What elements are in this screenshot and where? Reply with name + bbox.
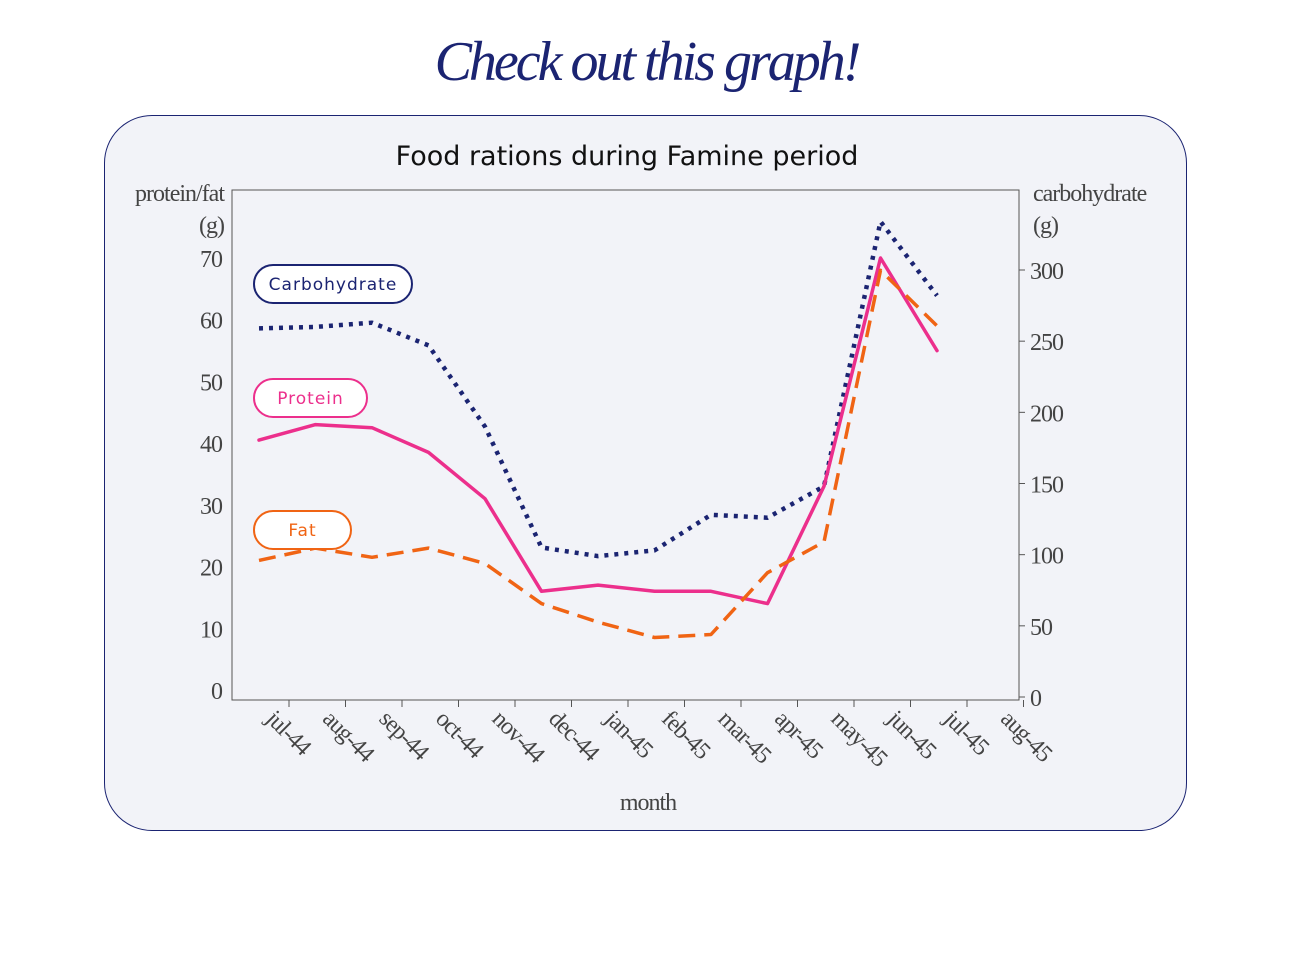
- y-left-tick-label: 40: [200, 432, 223, 458]
- x-tick-label: feb-45: [656, 706, 715, 765]
- x-tick-label: nov-44: [487, 706, 550, 769]
- axis-label-line: carbohydrate: [1033, 181, 1147, 207]
- x-tick-label: mar-45: [713, 706, 777, 770]
- x-tick-label: sep-44: [374, 706, 434, 766]
- headline: Check out this graph!: [434, 31, 862, 93]
- y-right-tick-label: 250: [1030, 330, 1064, 356]
- axis-label-line: (g): [199, 213, 224, 239]
- series-line-carbohydrate: [258, 219, 939, 559]
- y-right-tick-label: 300: [1030, 259, 1064, 285]
- y-left-tick-label: 30: [200, 494, 223, 520]
- x-tick-label: apr-45: [769, 706, 828, 765]
- y-right-tick-label: 50: [1030, 615, 1053, 641]
- chart-card: [104, 115, 1187, 831]
- x-tick-label: oct-44: [430, 706, 488, 764]
- y-axis-left-label: protein/fat (g): [135, 181, 225, 239]
- y-left-tick-label: 0: [211, 679, 223, 705]
- y-left-tick-label: 10: [200, 617, 223, 643]
- axis-label-line: (g): [1033, 213, 1058, 239]
- legend-label-carbohydrate: Carbohydrate: [269, 275, 398, 295]
- axis-label-line: protein/fat: [135, 181, 225, 207]
- y-left-tick-label: 70: [200, 247, 223, 273]
- x-tick-label: jul-44: [260, 705, 316, 761]
- legend-pill-protein: [253, 378, 368, 418]
- y-left-tick-label: 20: [200, 556, 223, 582]
- legend-pill-fat: [253, 510, 352, 550]
- series-line-protein: [257, 256, 939, 606]
- legend-label-protein: Protein: [277, 389, 344, 409]
- x-tick-label: may-45: [826, 706, 893, 773]
- y-right-tick-label: 0: [1030, 686, 1042, 712]
- x-tick-label: jan-45: [599, 705, 658, 764]
- chart-title: Food rations during Famine period: [396, 141, 859, 172]
- x-axis-label: month: [620, 790, 677, 816]
- series-line-fat: [258, 268, 939, 640]
- plot-frame: [231, 189, 1020, 701]
- x-tick-label: jul-45: [938, 705, 994, 761]
- x-tick-label: dec-44: [543, 706, 604, 767]
- y-left-tick-label: 60: [200, 309, 223, 335]
- y-axis-right-label: carbohydrate (g): [1033, 181, 1147, 239]
- legend-pill-carbohydrate: [253, 264, 413, 304]
- legend-label-fat: Fat: [288, 521, 316, 541]
- y-right-tick-label: 200: [1030, 401, 1064, 427]
- x-tick-label: aug-44: [317, 706, 379, 768]
- y-right-tick-label: 150: [1030, 473, 1064, 499]
- x-tick-label: jun-45: [882, 705, 942, 765]
- y-left-tick-label: 50: [200, 370, 223, 396]
- y-right-tick-label: 100: [1030, 544, 1064, 570]
- x-tick-label: aug-45: [995, 706, 1057, 768]
